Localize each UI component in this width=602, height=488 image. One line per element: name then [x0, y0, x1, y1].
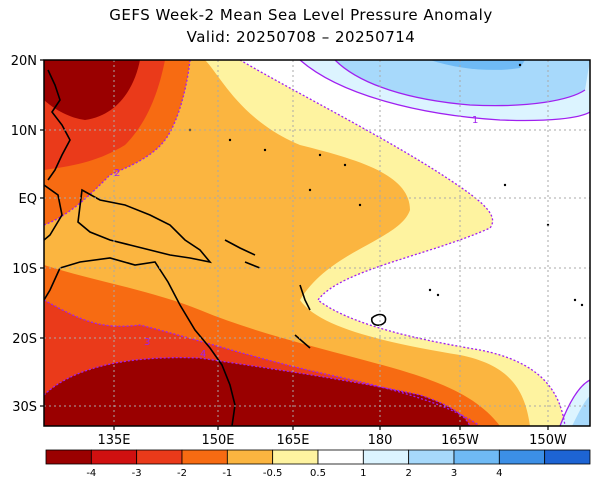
colorbar-swatch: [226, 449, 274, 465]
contour-minus-0p5: [239, 60, 566, 426]
colorbar-swatch: [136, 449, 183, 465]
island-dot: [518, 63, 522, 67]
y-tick-label: 10S: [12, 262, 37, 277]
colorbar-swatch: [272, 449, 319, 465]
new-caledonia: [294, 334, 311, 349]
solomon-islands: [224, 239, 261, 269]
contour-label-group: 1 2 3 4: [114, 115, 478, 360]
colorbar-label: -4: [86, 468, 96, 479]
fiji-islands: [370, 313, 387, 327]
colorbar-swatch: [408, 449, 455, 465]
map-frame: [43, 59, 591, 427]
x-tick-label: 150E: [201, 433, 234, 448]
island-dot: [228, 138, 232, 142]
borneo-outline: [44, 184, 63, 241]
colorbar-swatch: [90, 449, 138, 465]
australia-outline: [44, 257, 236, 426]
fill-plus-3: [430, 60, 525, 70]
colorbar-swatch: [45, 449, 92, 465]
contour-plus-2-north: [334, 60, 586, 107]
colorbar-label: -0.5: [263, 468, 283, 479]
colorbar-swatch: [544, 449, 591, 465]
colorbar-label: -3: [132, 468, 142, 479]
island-dot: [343, 163, 347, 167]
contour-minus-2-north: [44, 60, 191, 226]
colorbar-swatch: [362, 449, 410, 465]
vanuatu-islands: [299, 284, 311, 311]
map-title: GEFS Week-2 Mean Sea Level Pressure Anom…: [109, 6, 493, 24]
y-tick-label: 20S: [12, 332, 37, 347]
island-dot: [503, 183, 507, 187]
fill-plus-2: [335, 60, 590, 106]
x-tick-label: 135E: [97, 433, 130, 448]
x-tick-label: 150W: [529, 433, 567, 448]
island-dot: [308, 188, 312, 192]
contour-minus-3-south: [44, 299, 481, 426]
island-dot: [436, 293, 440, 297]
fill-minus-4b: [44, 357, 470, 426]
map-subtitle: Valid: 20250708 – 20250714: [186, 28, 416, 46]
colorbar-label: 3: [451, 468, 457, 479]
y-axis-labels: 20N 10N EQ 10S 20S 30S: [11, 54, 37, 415]
colorbar-swatch: [317, 449, 364, 465]
colorbar-label: -2: [177, 468, 187, 479]
contour-plus-1-se: [559, 379, 590, 426]
colorbar-label: 2: [405, 468, 411, 479]
fill-plus-2-se: [572, 396, 590, 426]
contour-plus-1-north: [299, 60, 590, 122]
x-tick-label: 180: [368, 433, 393, 448]
island-dot: [358, 203, 362, 207]
colorbar-swatch: [498, 449, 546, 465]
y-tick-label: 30S: [12, 400, 37, 415]
philippines-outline: [47, 69, 71, 181]
colorbar-label: -1: [222, 468, 232, 479]
graticule: [44, 60, 590, 426]
contour-label: 2: [114, 168, 120, 179]
island-dots: [188, 63, 584, 307]
colorbar: [45, 449, 591, 465]
island-dot: [580, 303, 584, 307]
colorbar-label: 1: [360, 468, 366, 479]
y-tick-label: 20N: [11, 54, 37, 69]
contour-label: 1: [472, 115, 478, 126]
contour-minus-4-south: [44, 356, 471, 426]
contour-label: 3: [144, 337, 150, 348]
anomaly-fill-layer: [44, 60, 590, 426]
x-tick-label: 165E: [276, 433, 309, 448]
island-dot: [428, 288, 432, 292]
new-guinea-outline: [77, 188, 213, 264]
colorbar-label: 4: [496, 468, 502, 479]
contour-lines: [44, 60, 590, 426]
island-dot: [573, 298, 577, 302]
x-axis-labels: 135E 150E 165E 180 165W 150W: [97, 433, 566, 448]
y-tick-label: 10N: [11, 124, 37, 139]
island-dot: [263, 148, 267, 152]
contour-label: 4: [200, 349, 206, 360]
x-tick-label: 165W: [441, 433, 479, 448]
y-tick-label: EQ: [19, 192, 37, 207]
island-dot: [318, 153, 322, 157]
coastlines: [44, 69, 387, 426]
tick-marks: [40, 59, 549, 430]
colorbar-label: 0.5: [310, 468, 326, 479]
fill-minus-4: [44, 60, 140, 120]
colorbar-labels: -4 -3 -2 -1 -0.5 0.5 1 2 3 4: [86, 468, 502, 479]
colorbar-swatch: [453, 449, 500, 465]
colorbar-swatch: [181, 449, 228, 465]
